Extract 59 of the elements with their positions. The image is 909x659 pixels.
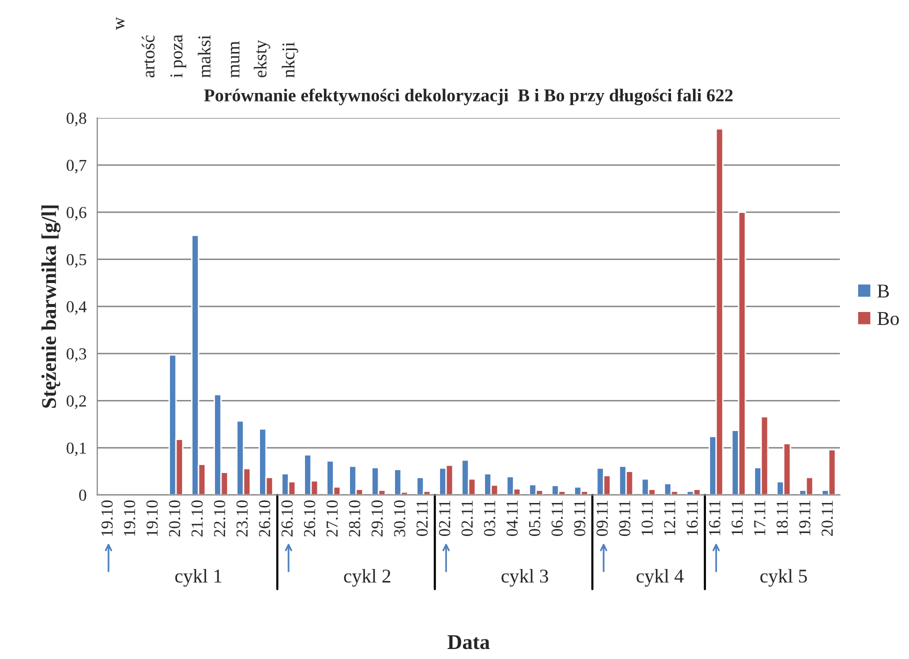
x-tick-label: 19.10 bbox=[124, 500, 136, 536]
x-tick-label: 26.10 bbox=[258, 500, 270, 537]
x-tick-label: 12.11 bbox=[664, 500, 676, 536]
x-tick-label: 22.10 bbox=[214, 500, 226, 537]
y-tick-label: 0,3 bbox=[66, 348, 86, 362]
y-tick-label: 0,2 bbox=[66, 395, 86, 410]
x-tick-label: 16.11 bbox=[732, 500, 743, 536]
x-tick-label: 16.11 bbox=[709, 500, 720, 536]
x-tick-label: 28.10 bbox=[348, 500, 360, 537]
text: cykl 5 bbox=[760, 568, 807, 587]
x-tick-label: 26.10 bbox=[304, 500, 316, 537]
text: cykl 3 bbox=[502, 568, 548, 587]
x-tick-label: 20.10 bbox=[168, 500, 180, 537]
x-tick-label: 30.10 bbox=[394, 500, 406, 536]
text: cykl 2 bbox=[344, 568, 390, 587]
x-tick-label: 16.11 bbox=[686, 500, 698, 536]
x-tick-label: 19.10 bbox=[101, 500, 113, 536]
x-tick-label: 17.11 bbox=[754, 500, 766, 536]
y-tick-label: 0,7 bbox=[66, 160, 86, 174]
text: cykl 4 bbox=[636, 568, 684, 587]
x-tick-label: 10.11 bbox=[642, 500, 653, 536]
x-tick-label: 06.11 bbox=[552, 500, 563, 536]
text: artość bbox=[142, 35, 155, 78]
x-tick-label: 19.10 bbox=[146, 500, 158, 536]
x-tick-label: 19.11 bbox=[799, 500, 810, 536]
x-tick-label: 03.11 bbox=[484, 500, 496, 536]
text: w bbox=[116, 17, 125, 30]
x-axis-title: Data bbox=[448, 635, 490, 650]
x-tick-label: 29.10 bbox=[371, 500, 383, 537]
y-tick-label: 0,1 bbox=[66, 442, 86, 456]
legend-label: Bo bbox=[877, 312, 899, 326]
x-tick-label: 09.11 bbox=[574, 500, 586, 536]
x-tick-label: 09.11 bbox=[619, 500, 630, 536]
x-tick-label: 02.11 bbox=[416, 500, 428, 536]
legend-label: B bbox=[877, 284, 889, 298]
y-tick-label: 0,8 bbox=[66, 112, 86, 126]
y-tick-label: 0,4 bbox=[66, 301, 87, 315]
text: mum bbox=[230, 41, 240, 78]
text: maksi bbox=[198, 35, 211, 78]
x-tick-label: 09.11 bbox=[596, 500, 608, 536]
x-tick-label: 02.11 bbox=[462, 500, 473, 536]
y-tick-label: 0,6 bbox=[66, 206, 86, 221]
text: i poza bbox=[170, 34, 186, 78]
text: nkcji bbox=[282, 42, 298, 78]
x-tick-label: 05.11 bbox=[529, 500, 540, 536]
text: eksty bbox=[254, 40, 270, 78]
y-axis-title: Stężenie barwnika [g/l] bbox=[41, 206, 60, 408]
x-tick-label: 20.11 bbox=[822, 500, 833, 536]
x-tick-label: 02.11 bbox=[439, 500, 450, 536]
y-tick-label: 0 bbox=[79, 490, 86, 501]
x-tick-label: 18.11 bbox=[776, 500, 788, 536]
y-tick-label: 0,5 bbox=[66, 254, 86, 268]
x-tick-label: 04.11 bbox=[506, 500, 518, 536]
x-tick-label: 21.10 bbox=[191, 500, 203, 537]
chart-title: Porównanie efektywności dekoloryzacji B i Bo przy długości fali 622 bbox=[204, 88, 733, 106]
text: cykl 1 bbox=[175, 568, 222, 587]
x-tick-label: 26.10 bbox=[281, 500, 293, 537]
x-tick-label: 27.10 bbox=[326, 500, 338, 537]
x-tick-label: 23.10 bbox=[236, 500, 248, 537]
